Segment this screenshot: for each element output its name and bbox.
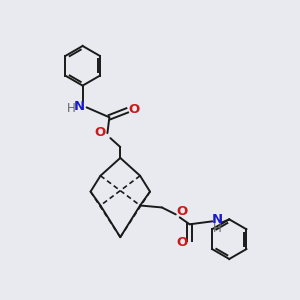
- Text: O: O: [95, 126, 106, 139]
- Text: O: O: [176, 205, 187, 218]
- Text: O: O: [128, 103, 140, 116]
- Text: N: N: [74, 100, 85, 113]
- Text: H: H: [213, 222, 222, 235]
- Text: N: N: [212, 213, 223, 226]
- Text: O: O: [176, 236, 187, 249]
- Text: H: H: [68, 102, 76, 115]
